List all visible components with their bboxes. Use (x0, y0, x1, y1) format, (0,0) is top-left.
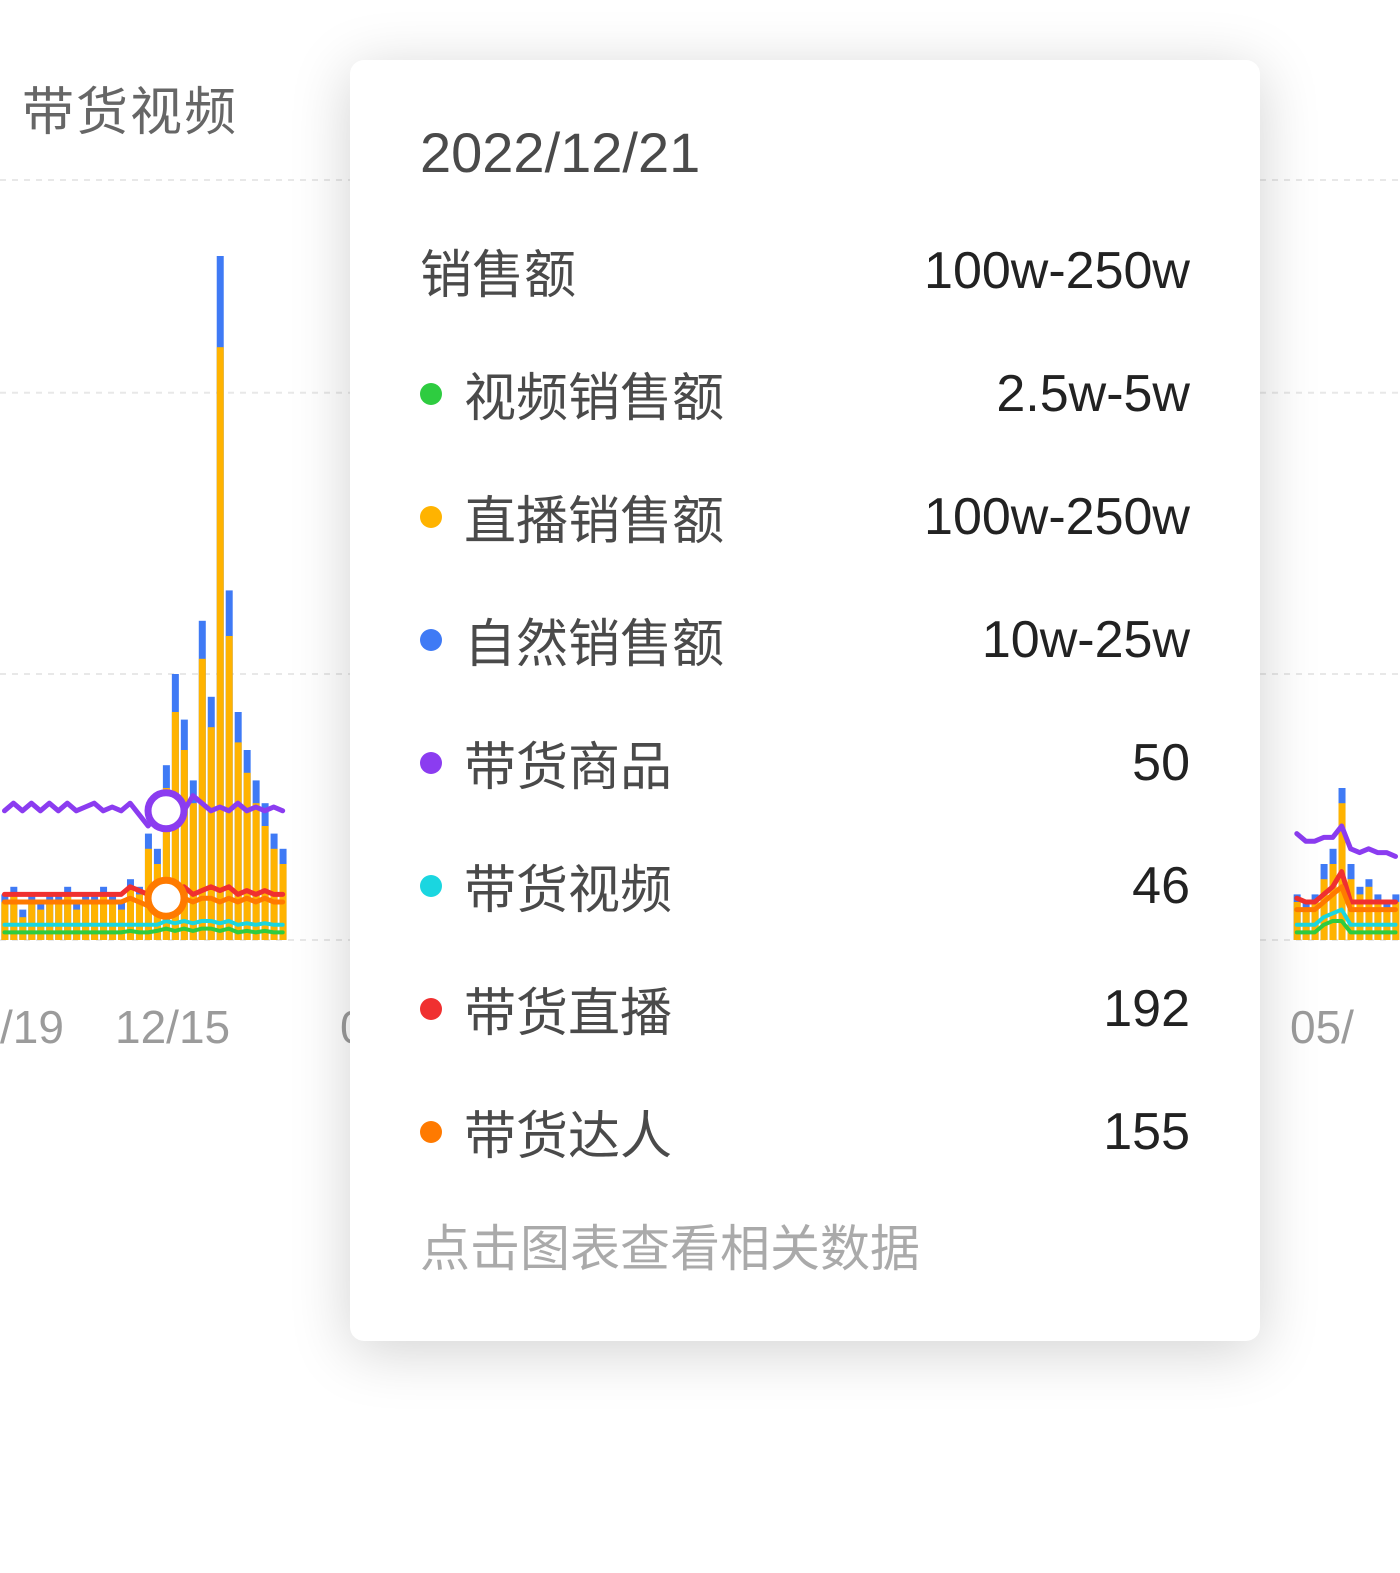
tooltip-row-label: 带货达人 (464, 1094, 672, 1169)
x-axis-tick-label: /19 (0, 1000, 64, 1054)
legend-dot-icon (420, 1121, 442, 1143)
tooltip-row-label: 带货直播 (464, 971, 672, 1046)
tooltip-row: 带货直播 192 (420, 971, 1190, 1046)
tooltip-row-value: 2.5w-5w (996, 364, 1190, 424)
legend-dot-icon (420, 752, 442, 774)
tooltip-header-label: 销售额 (420, 233, 576, 308)
tooltip-row: 带货商品 50 (420, 725, 1190, 800)
tooltip-row-value: 155 (1103, 1102, 1190, 1162)
tooltip-row-value: 100w-250w (924, 487, 1190, 547)
legend-dot-icon (420, 629, 442, 651)
tooltip-header-row: 销售额 100w-250w (420, 233, 1190, 308)
tooltip-row: 视频销售额 2.5w-5w (420, 356, 1190, 431)
tooltip-row-label: 带货商品 (464, 725, 672, 800)
chart-tooltip: 2022/12/21 销售额 100w-250w 视频销售额 2.5w-5w 直播销… (350, 60, 1260, 1341)
legend-dot-icon (420, 998, 442, 1020)
tooltip-hint: 点击图表查看相关数据 (420, 1209, 1190, 1281)
tooltip-row-value: 46 (1132, 856, 1190, 916)
series-header-label: 带货视频 (22, 70, 238, 145)
tooltip-row-label: 自然销售额 (464, 602, 724, 677)
tooltip-row-label: 直播销售额 (464, 479, 724, 554)
legend-dot-icon (420, 383, 442, 405)
tooltip-row-label: 带货视频 (464, 848, 672, 923)
tooltip-header-value: 100w-250w (924, 241, 1190, 301)
x-axis-tick-label: 05/ (1290, 1000, 1354, 1054)
tooltip-row-label: 视频销售额 (464, 356, 724, 431)
tooltip-row: 直播销售额 100w-250w (420, 479, 1190, 554)
legend-dot-icon (420, 875, 442, 897)
tooltip-row: 带货视频 46 (420, 848, 1190, 923)
tooltip-row-value: 50 (1132, 733, 1190, 793)
tooltip-row: 自然销售额 10w-25w (420, 602, 1190, 677)
tooltip-row-value: 10w-25w (982, 610, 1190, 670)
tooltip-row-value: 192 (1103, 979, 1190, 1039)
tooltip-date: 2022/12/21 (420, 120, 1190, 185)
legend-dot-icon (420, 506, 442, 528)
x-axis-tick-label: 12/15 (115, 1000, 230, 1054)
tooltip-row: 带货达人 155 (420, 1094, 1190, 1169)
